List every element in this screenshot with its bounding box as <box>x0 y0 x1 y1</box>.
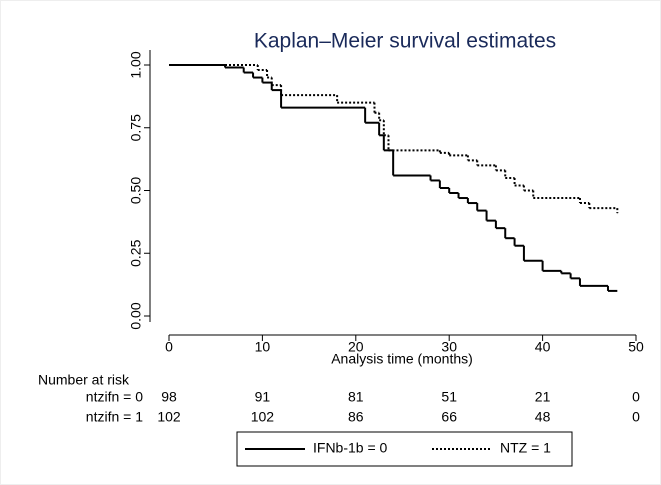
risk-value: 48 <box>535 409 551 425</box>
y-tick-label: 0.75 <box>128 114 144 141</box>
y-tick-label: 0.50 <box>128 177 144 204</box>
y-tick-label: 0.25 <box>128 239 144 266</box>
risk-value: 66 <box>441 409 457 425</box>
x-tick-label: 30 <box>441 339 457 355</box>
x-tick-label: 40 <box>535 339 551 355</box>
risk-value: 102 <box>251 409 275 425</box>
risk-value: 0 <box>632 389 640 405</box>
risk-value: 0 <box>632 409 640 425</box>
x-axis-title: Analysis time (months) <box>331 351 473 367</box>
y-tick-label: 1.00 <box>128 51 144 78</box>
x-tick-label: 10 <box>255 339 271 355</box>
x-tick-label: 50 <box>628 339 644 355</box>
risk-value: 102 <box>157 409 181 425</box>
risk-value: 51 <box>441 389 457 405</box>
risk-value: 21 <box>535 389 551 405</box>
risk-value: 81 <box>348 389 364 405</box>
y-tick-label: 0.00 <box>128 302 144 329</box>
risk-value: 98 <box>161 389 177 405</box>
risk-row-label: ntzifn = 1 <box>86 409 143 425</box>
x-tick-label: 0 <box>165 339 173 355</box>
chart-title: Kaplan–Meier survival estimates <box>254 30 556 53</box>
x-tick-label: 20 <box>348 339 364 355</box>
risk-value: 86 <box>348 409 364 425</box>
legend-label: IFNb-1b = 0 <box>313 440 388 456</box>
legend-label: NTZ = 1 <box>500 440 551 456</box>
risk-value: 91 <box>255 389 271 405</box>
risk-row-label: ntzifn = 0 <box>86 389 143 405</box>
risk-table-title: Number at risk <box>38 372 130 388</box>
